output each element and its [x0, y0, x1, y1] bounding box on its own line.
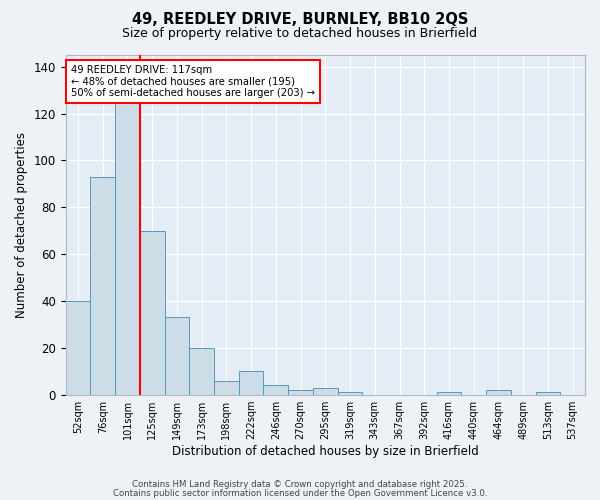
Bar: [313, 388, 338, 394]
Bar: [91, 177, 115, 394]
Bar: [288, 390, 313, 394]
Text: 49 REEDLEY DRIVE: 117sqm
← 48% of detached houses are smaller (195)
50% of semi-: 49 REEDLEY DRIVE: 117sqm ← 48% of detach…: [71, 65, 315, 98]
X-axis label: Distribution of detached houses by size in Brierfield: Distribution of detached houses by size …: [172, 444, 479, 458]
Bar: [263, 385, 288, 394]
Bar: [338, 392, 362, 394]
Bar: [437, 392, 461, 394]
Text: Contains public sector information licensed under the Open Government Licence v3: Contains public sector information licen…: [113, 488, 487, 498]
Bar: [214, 380, 239, 394]
Text: 49, REEDLEY DRIVE, BURNLEY, BB10 2QS: 49, REEDLEY DRIVE, BURNLEY, BB10 2QS: [132, 12, 468, 28]
Bar: [536, 392, 560, 394]
Y-axis label: Number of detached properties: Number of detached properties: [15, 132, 28, 318]
Bar: [486, 390, 511, 394]
Bar: [115, 90, 140, 394]
Bar: [164, 318, 190, 394]
Bar: [239, 371, 263, 394]
Bar: [190, 348, 214, 395]
Bar: [65, 301, 91, 394]
Text: Size of property relative to detached houses in Brierfield: Size of property relative to detached ho…: [122, 28, 478, 40]
Bar: [140, 230, 164, 394]
Text: Contains HM Land Registry data © Crown copyright and database right 2025.: Contains HM Land Registry data © Crown c…: [132, 480, 468, 489]
